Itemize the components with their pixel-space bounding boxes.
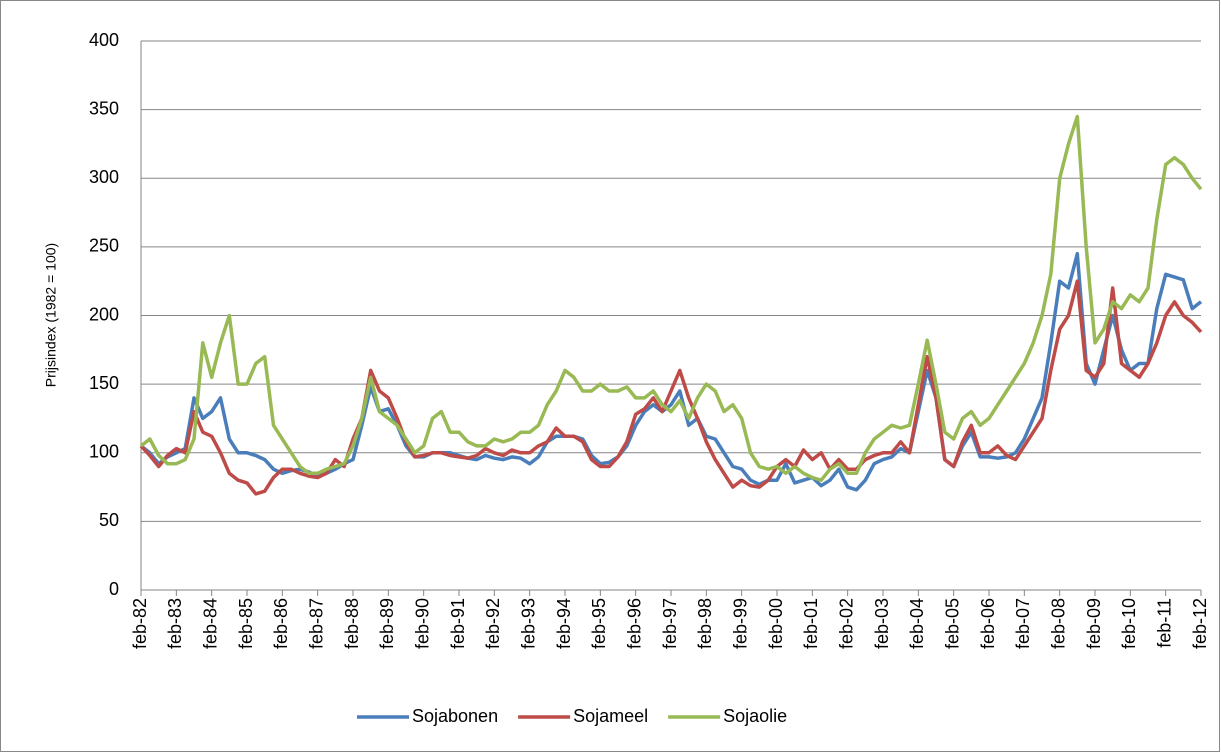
series-line [139,279,1203,496]
x-tick-label: feb-96 [624,598,644,649]
x-tick-label: feb-90 [412,598,432,649]
x-tick-label: feb-12 [1190,598,1210,649]
y-tick-label: 350 [89,98,119,118]
x-tick-label: feb-98 [695,598,715,649]
y-tick-label: 200 [89,304,119,324]
x-tick-label: feb-99 [730,598,750,649]
legend-label: Sojabonen [412,706,498,726]
x-tick-label: feb-88 [342,598,362,649]
y-tick-label: 300 [89,167,119,187]
x-tick-label: feb-83 [165,598,185,649]
x-tick-label: feb-84 [200,598,220,649]
legend-label: Sojameel [573,706,648,726]
x-tick-label: feb-11 [1154,598,1174,648]
x-tick-label: feb-03 [872,598,892,649]
x-tick-label: feb-91 [448,598,468,649]
y-tick-label: 250 [89,236,119,256]
x-tick-label: feb-87 [306,598,326,649]
x-tick-label: feb-01 [801,598,821,649]
x-tick-label: feb-07 [1013,598,1033,649]
x-tick-label: feb-10 [1119,598,1139,649]
x-tick-label: feb-97 [660,598,680,649]
y-axis-title: Prijsindex (1982 = 100) [43,243,59,387]
x-tick-label: feb-93 [518,598,538,649]
x-tick-label: feb-82 [130,598,150,649]
x-tick-label: feb-05 [942,598,962,649]
x-tick-label: feb-06 [978,598,998,649]
x-tick-label: feb-94 [554,598,574,649]
x-tick-label: feb-85 [236,598,256,649]
y-tick-label: 150 [89,373,119,393]
x-tick-label: feb-86 [271,598,291,649]
x-tick-label: feb-89 [377,598,397,649]
x-tick-label: feb-00 [766,598,786,649]
y-tick-label: 100 [89,442,119,462]
x-tick-label: feb-95 [589,598,609,649]
y-tick-label: 400 [89,30,119,50]
x-tick-label: feb-09 [1084,598,1104,649]
x-tick-label: feb-02 [836,598,856,649]
y-tick-label: 50 [99,510,119,530]
y-tick-label: 0 [109,579,119,599]
x-tick-label: feb-04 [907,598,927,649]
x-tick-label: feb-92 [483,598,503,649]
x-tick-label: feb-08 [1048,598,1068,649]
legend-label: Sojaolie [723,706,787,726]
series-line [139,114,1203,482]
